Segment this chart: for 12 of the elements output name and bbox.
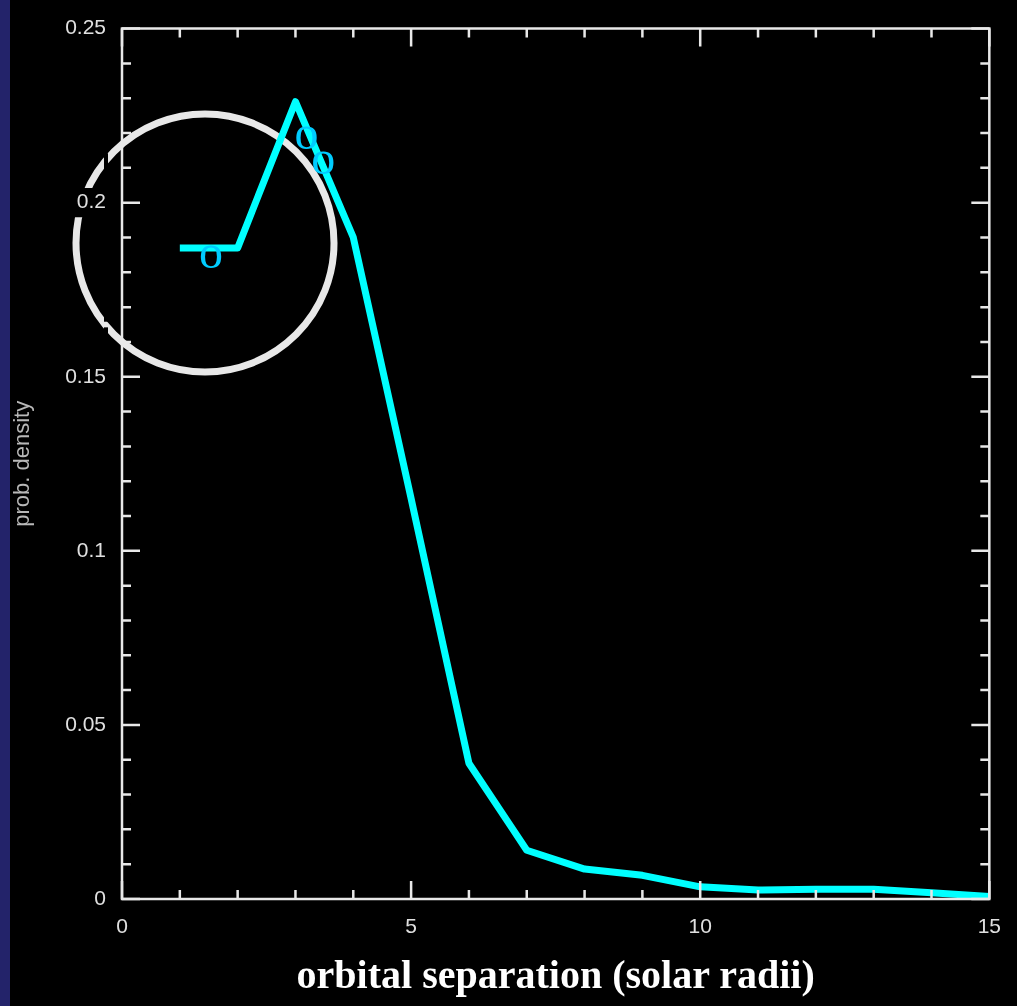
x-tick-label: 10 bbox=[688, 914, 712, 938]
y-tick-label: 0.2 bbox=[76, 189, 106, 213]
y-axis-title: prob. density bbox=[9, 400, 35, 527]
x-axis-title: orbital separation (solar radii) bbox=[296, 952, 815, 998]
x-tick-label: 0 bbox=[116, 914, 128, 938]
x-tick-label: 5 bbox=[405, 914, 417, 938]
y-tick-label: 0 bbox=[94, 885, 106, 909]
x-tick-label: 15 bbox=[977, 914, 1001, 938]
y-tick-label: 0.25 bbox=[65, 15, 106, 39]
y-tick-label: 0.15 bbox=[65, 363, 106, 387]
y-tick-label: 0.1 bbox=[76, 537, 106, 561]
y-tick-label: 0.05 bbox=[65, 711, 106, 735]
